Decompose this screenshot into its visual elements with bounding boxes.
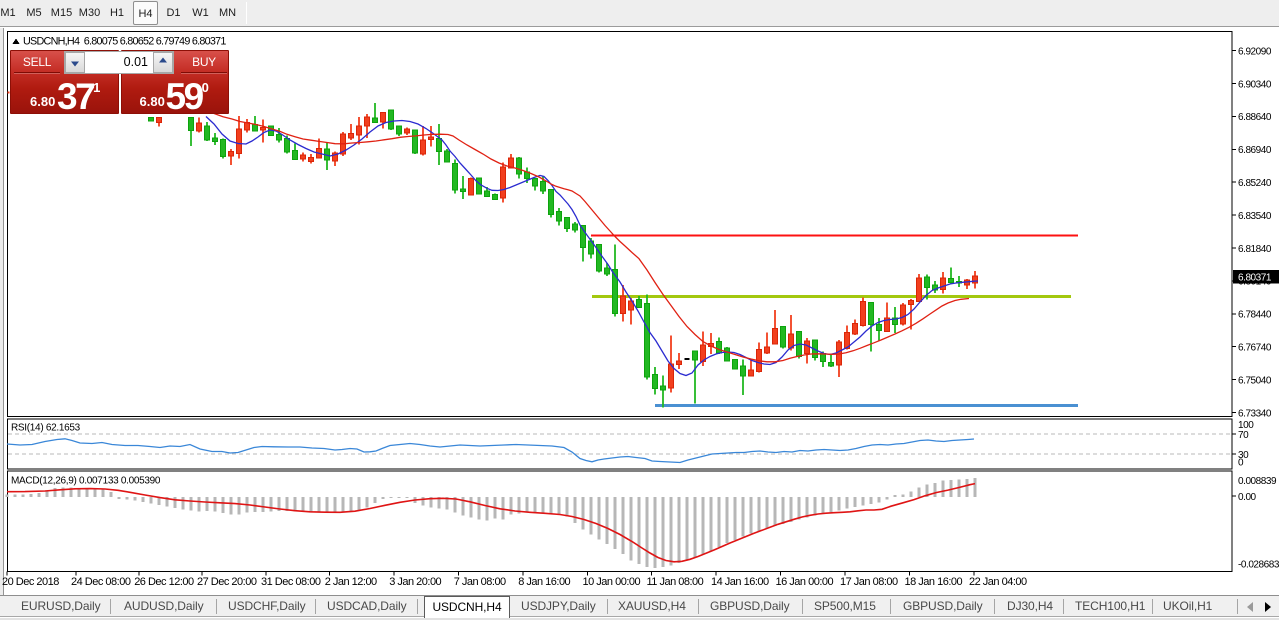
svg-text:17 Jan 08:00: 17 Jan 08:00 bbox=[840, 576, 898, 588]
svg-text:2 Jan 12:00: 2 Jan 12:00 bbox=[325, 576, 377, 588]
svg-text:20 Dec 2018: 20 Dec 2018 bbox=[2, 576, 59, 588]
svg-text:RSI(14) 62.1653: RSI(14) 62.1653 bbox=[11, 423, 81, 434]
svg-text:7 Jan 08:00: 7 Jan 08:00 bbox=[454, 576, 506, 588]
svg-text:6.73340: 6.73340 bbox=[1238, 408, 1272, 419]
svg-text:0.00: 0.00 bbox=[1238, 492, 1257, 503]
svg-text:18 Jan 16:00: 18 Jan 16:00 bbox=[905, 576, 963, 588]
svg-text:31 Dec 08:00: 31 Dec 08:00 bbox=[261, 576, 321, 588]
svg-text:-0.028683: -0.028683 bbox=[1238, 559, 1279, 570]
svg-text:26 Dec 12:00: 26 Dec 12:00 bbox=[134, 576, 194, 588]
svg-text:16 Jan 00:00: 16 Jan 00:00 bbox=[776, 576, 834, 588]
svg-text:6.81840: 6.81840 bbox=[1238, 244, 1272, 255]
svg-text:6.78440: 6.78440 bbox=[1238, 310, 1272, 321]
svg-text:6.76740: 6.76740 bbox=[1238, 343, 1272, 354]
svg-text:6.88640: 6.88640 bbox=[1238, 112, 1272, 123]
svg-text:14 Jan 16:00: 14 Jan 16:00 bbox=[711, 576, 769, 588]
svg-text:6.86940: 6.86940 bbox=[1238, 145, 1272, 156]
svg-text:27 Dec 20:00: 27 Dec 20:00 bbox=[197, 576, 257, 588]
svg-text:0: 0 bbox=[1238, 457, 1244, 468]
svg-text:USDCNH,H4 6.80075 6.80652 6.7: USDCNH,H4 6.80075 6.80652 6.79749 6.8037… bbox=[23, 36, 226, 48]
svg-text:6.83540: 6.83540 bbox=[1238, 211, 1272, 222]
svg-text:6.90340: 6.90340 bbox=[1238, 79, 1272, 90]
svg-text:8 Jan 16:00: 8 Jan 16:00 bbox=[518, 576, 570, 588]
svg-text:22 Jan 04:00: 22 Jan 04:00 bbox=[969, 576, 1027, 588]
svg-text:11 Jan 08:00: 11 Jan 08:00 bbox=[647, 576, 704, 588]
svg-text:0.008839: 0.008839 bbox=[1238, 476, 1277, 487]
svg-text:3 Jan 20:00: 3 Jan 20:00 bbox=[389, 576, 441, 588]
svg-text:10 Jan 00:00: 10 Jan 00:00 bbox=[583, 576, 641, 588]
svg-text:6.92090: 6.92090 bbox=[1238, 46, 1272, 57]
svg-text:100: 100 bbox=[1238, 420, 1254, 431]
svg-text:30: 30 bbox=[1238, 450, 1249, 461]
svg-text:6.85240: 6.85240 bbox=[1238, 178, 1272, 189]
svg-text:70: 70 bbox=[1238, 430, 1249, 441]
svg-text:6.80371: 6.80371 bbox=[1238, 273, 1272, 284]
svg-text:24 Dec 08:00: 24 Dec 08:00 bbox=[71, 576, 131, 588]
svg-text:6.75040: 6.75040 bbox=[1238, 375, 1272, 386]
svg-text:MACD(12,26,9) 0.007133 0.00539: MACD(12,26,9) 0.007133 0.005390 bbox=[11, 476, 161, 487]
